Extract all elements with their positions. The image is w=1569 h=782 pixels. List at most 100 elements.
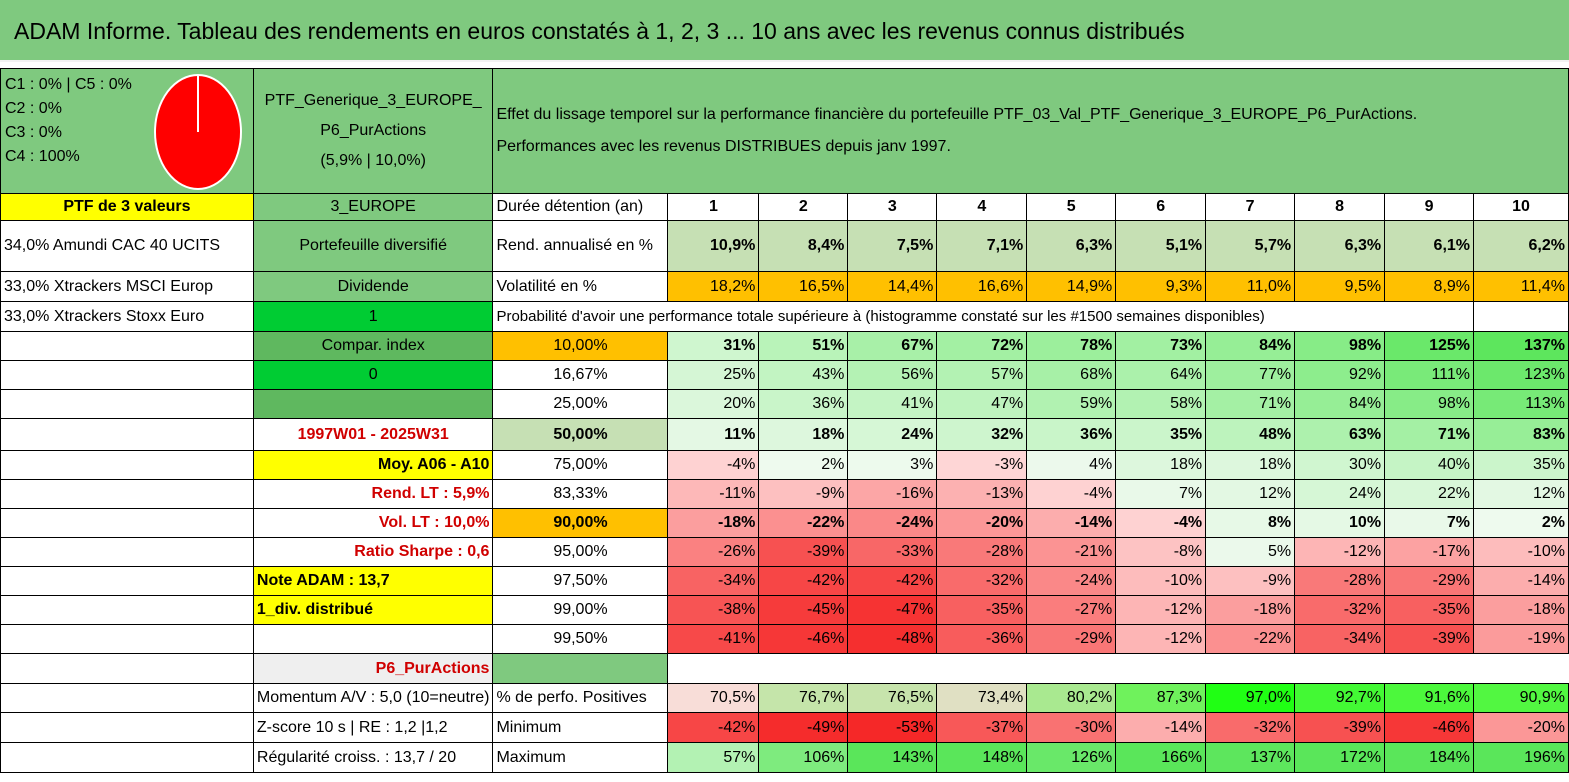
- side-info: 0: [252, 360, 494, 390]
- vol-value: 14,9%: [1026, 271, 1117, 302]
- table-row: Vol. LT : 10,0% 90,00% -18% -22% -24% -20% -14…: [0, 508, 1569, 538]
- table-row: 0 16,67% 25% 43% 56% 57% 68% 64% 77% 92% 111% 123%: [0, 360, 1569, 390]
- table-row: P6_PurActions: [0, 653, 1569, 684]
- portfolio-type: Portefeuille diversifié: [252, 220, 494, 272]
- quantile-value: 24%: [847, 418, 938, 451]
- quantile-value: 73%: [1115, 331, 1207, 361]
- quantile-value: 83%: [1473, 418, 1569, 451]
- rend-value: 6,1%: [1384, 220, 1475, 272]
- side-info: Moy. A06 - A10: [252, 450, 494, 480]
- table-row: Régularité croiss. : 13,7 / 20 Maximum 57%…: [0, 742, 1569, 773]
- quantile-value: 84%: [1294, 389, 1386, 419]
- quantile-value: 11%: [667, 418, 760, 451]
- table-row: Momentum A/V : 5,0 (10=neutre)% de perfo…: [0, 683, 1569, 713]
- side-info: Note ADAM : 13,7: [252, 566, 494, 596]
- stat-value: 137%: [1205, 742, 1296, 773]
- quantile-value: 40%: [1384, 450, 1475, 480]
- quantile-value: 137%: [1473, 331, 1569, 361]
- stat-value: -46%: [1384, 712, 1475, 743]
- empty-cell: [0, 566, 254, 596]
- quantile-value: -28%: [936, 537, 1028, 567]
- quantile-value: -22%: [1205, 624, 1296, 654]
- quantile-label: 16,67%: [492, 360, 669, 390]
- quantile-value: 92%: [1294, 360, 1386, 390]
- quantile-value: -18%: [1473, 595, 1569, 625]
- quantile-value: -4%: [667, 450, 760, 480]
- side-info: [252, 389, 494, 419]
- quantile-value: 3%: [847, 450, 938, 480]
- dividend-flag: 1: [252, 301, 494, 332]
- table-row: 25,00% 20% 36% 41% 47% 59% 58% 71% 84% 98% 113%: [0, 389, 1569, 419]
- quantile-value: -28%: [1294, 566, 1386, 596]
- quantile-value: 59%: [1026, 389, 1117, 419]
- stat-value: -30%: [1026, 712, 1117, 743]
- quantile-value: -21%: [1026, 537, 1117, 567]
- quantile-value: 4%: [1026, 450, 1117, 480]
- effet-description: Effet du lissage temporel sur la perform…: [492, 68, 1569, 194]
- quantile-value: 63%: [1294, 418, 1386, 451]
- quantile-value: -14%: [1473, 566, 1569, 596]
- stat-label: % de perfo. Positives: [492, 683, 669, 713]
- portfolio-profile: P6_PurActions: [320, 122, 427, 139]
- stat-value: 57%: [667, 742, 760, 773]
- empty-cell: [0, 418, 254, 451]
- alloc-line: C3 : 0%: [5, 124, 62, 141]
- stat-value: 91,6%: [1384, 683, 1475, 713]
- quantile-value: 41%: [847, 389, 938, 419]
- quantile-value: -42%: [758, 566, 849, 596]
- quantile-value: -10%: [1473, 537, 1569, 567]
- quantile-value: 113%: [1473, 389, 1569, 419]
- quantile-value: -36%: [936, 624, 1028, 654]
- stat-side: Momentum A/V : 5,0 (10=neutre): [252, 683, 494, 713]
- empty-cell: [0, 389, 254, 419]
- table-row: PTF de 3 valeurs 3_EUROPE Durée détention …: [0, 193, 1569, 221]
- empty-cell: [0, 537, 254, 567]
- quantile-value: -8%: [1115, 537, 1207, 567]
- table-row: 34,0% Amundi CAC 40 UCITS Portefeuille di…: [0, 220, 1569, 272]
- stat-value: 92,7%: [1294, 683, 1386, 713]
- quantile-value: -32%: [1294, 595, 1386, 625]
- stat-value: 126%: [1026, 742, 1117, 773]
- quantile-value: 7%: [1115, 479, 1207, 509]
- stat-value: 148%: [936, 742, 1028, 773]
- stat-side: Régularité croiss. : 13,7 / 20: [252, 742, 494, 773]
- quantile-value: -10%: [1115, 566, 1207, 596]
- separator: [0, 62, 1569, 68]
- quantile-value: -24%: [1026, 566, 1117, 596]
- quantile-value: 98%: [1384, 389, 1475, 419]
- stat-side: Z-score 10 s | RE : 1,2 |1,2: [252, 712, 494, 743]
- rend-value: 10,9%: [667, 220, 760, 272]
- side-info: Vol. LT : 10,0%: [252, 508, 494, 538]
- quantile-value: 25%: [667, 360, 760, 390]
- empty-cell: [0, 450, 254, 480]
- vol-value: 11,4%: [1473, 271, 1569, 302]
- quantile-value: 35%: [1115, 418, 1207, 451]
- quantile-value: 71%: [1205, 389, 1296, 419]
- alloc-line: C1 : 0% | C5 : 0%: [5, 76, 132, 93]
- stat-value: 87,3%: [1115, 683, 1207, 713]
- quantile-value: -12%: [1294, 537, 1386, 567]
- quantile-value: -48%: [847, 624, 938, 654]
- quantile-value: 98%: [1294, 331, 1386, 361]
- quantile-label: 50,00%: [492, 418, 669, 451]
- index-family: 3_EUROPE: [252, 193, 494, 221]
- quantile-value: -9%: [1205, 566, 1296, 596]
- stat-value: 166%: [1115, 742, 1207, 773]
- quantile-value: -34%: [667, 566, 760, 596]
- quantile-value: 5%: [1205, 537, 1296, 567]
- quantile-value: -9%: [758, 479, 849, 509]
- stat-value: 196%: [1473, 742, 1569, 773]
- quantile-value: -26%: [667, 537, 760, 567]
- vol-value: 9,5%: [1294, 271, 1386, 302]
- empty-cell: [0, 331, 254, 361]
- year-header: 9: [1384, 193, 1475, 221]
- rend-value: 6,2%: [1473, 220, 1569, 272]
- table-row: 33,0% Xtrackers Stoxx Euro 1 Probabilité d…: [0, 301, 1569, 332]
- table-row: Moy. A06 - A10 75,00% -4% 2% 3% -3% 4% 18% 18% 30…: [0, 450, 1569, 480]
- probability-label: Probabilité d'avoir une performance tota…: [492, 301, 1475, 332]
- rend-value: 7,5%: [847, 220, 938, 272]
- stat-value: 70,5%: [667, 683, 760, 713]
- year-header: 6: [1115, 193, 1207, 221]
- portfolio-count: PTF de 3 valeurs: [0, 193, 254, 221]
- quantile-value: -42%: [847, 566, 938, 596]
